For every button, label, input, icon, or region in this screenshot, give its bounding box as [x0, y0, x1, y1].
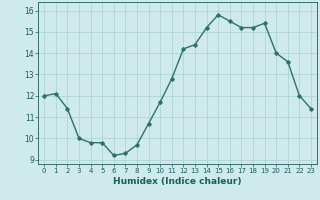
X-axis label: Humidex (Indice chaleur): Humidex (Indice chaleur) [113, 177, 242, 186]
